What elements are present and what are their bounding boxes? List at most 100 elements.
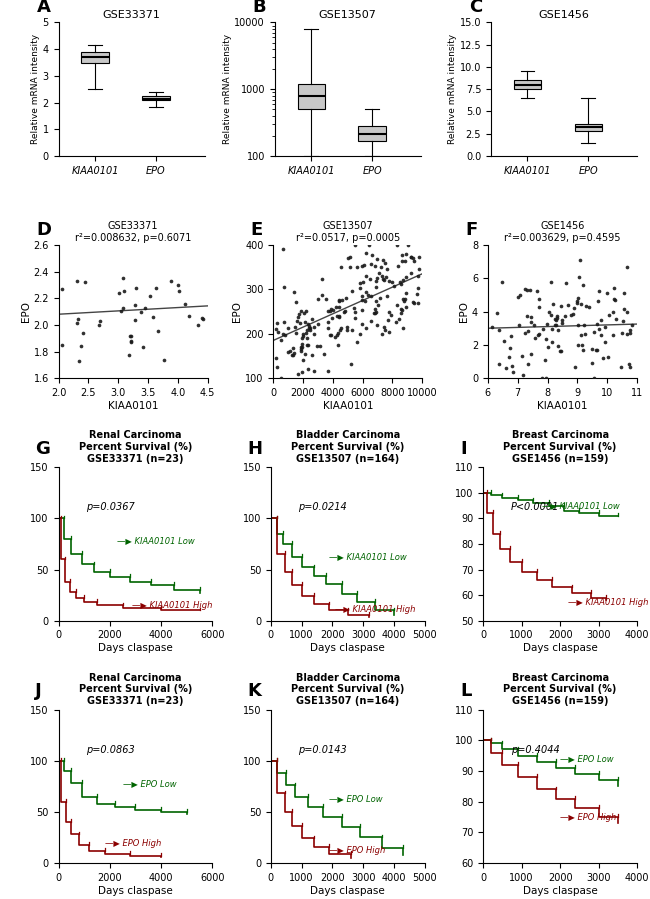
- Point: [299, 307, 309, 321]
- Point: [557, 313, 567, 327]
- Point: [291, 325, 301, 340]
- Point: [499, 334, 509, 348]
- Point: [519, 326, 530, 341]
- Point: [78, 326, 88, 341]
- Point: [530, 331, 541, 345]
- Point: [183, 308, 194, 323]
- Point: [294, 307, 304, 321]
- Point: [573, 317, 583, 332]
- Point: [503, 350, 514, 364]
- Point: [575, 328, 586, 343]
- Point: [395, 275, 406, 289]
- Point: [198, 311, 208, 325]
- Point: [379, 319, 389, 334]
- Title: Renal Carcinoma
Percent Survival (%)
GSE33371 (n=23): Renal Carcinoma Percent Survival (%) GSE…: [79, 431, 192, 464]
- Point: [380, 324, 390, 338]
- Point: [592, 343, 602, 357]
- Point: [625, 323, 635, 337]
- Text: p=0.4044: p=0.4044: [511, 744, 560, 754]
- X-axis label: Days claspase: Days claspase: [311, 886, 385, 895]
- Point: [278, 326, 288, 341]
- Point: [295, 340, 306, 354]
- Point: [287, 348, 298, 362]
- Title: Breast Carcinoma
Percent Survival (%)
GSE1456 (n=159): Breast Carcinoma Percent Survival (%) GS…: [503, 672, 617, 706]
- Point: [125, 335, 136, 350]
- Point: [333, 308, 344, 323]
- Point: [408, 251, 418, 265]
- Point: [408, 295, 418, 309]
- Point: [312, 339, 322, 353]
- Text: p=0.0863: p=0.0863: [86, 744, 135, 754]
- Point: [318, 347, 329, 361]
- PathPatch shape: [575, 124, 602, 131]
- Point: [355, 326, 365, 341]
- Point: [573, 291, 583, 306]
- Point: [308, 320, 318, 334]
- Point: [575, 254, 585, 268]
- Point: [296, 365, 307, 379]
- Text: H: H: [248, 440, 263, 458]
- Point: [400, 292, 410, 307]
- Point: [414, 250, 424, 264]
- Point: [396, 254, 407, 268]
- Point: [540, 353, 551, 368]
- Point: [389, 279, 400, 293]
- Point: [515, 288, 525, 302]
- Point: [283, 320, 293, 334]
- Point: [350, 311, 360, 325]
- Point: [370, 258, 380, 272]
- Point: [295, 343, 306, 358]
- Point: [400, 271, 411, 285]
- PathPatch shape: [358, 126, 386, 140]
- Point: [556, 343, 566, 358]
- Point: [279, 280, 289, 295]
- Text: —▶ KIAA0101 High: —▶ KIAA0101 High: [133, 601, 213, 610]
- Point: [357, 303, 367, 317]
- Point: [384, 305, 395, 319]
- Point: [307, 348, 317, 362]
- Point: [361, 246, 371, 261]
- Point: [521, 283, 532, 298]
- Point: [352, 334, 362, 349]
- Point: [140, 300, 150, 315]
- Title: Bladder Carcinoma
Percent Survival (%)
GSE13507 (n=164): Bladder Carcinoma Percent Survival (%) G…: [291, 672, 404, 706]
- Point: [594, 283, 604, 298]
- Point: [384, 274, 394, 289]
- Point: [361, 270, 371, 284]
- Point: [410, 254, 420, 269]
- Point: [552, 311, 562, 325]
- Text: D: D: [36, 221, 51, 239]
- Point: [326, 328, 336, 343]
- Point: [72, 273, 83, 288]
- Point: [119, 283, 129, 298]
- PathPatch shape: [81, 52, 109, 63]
- Point: [331, 299, 341, 314]
- Point: [387, 275, 397, 289]
- Point: [553, 339, 564, 353]
- Point: [369, 302, 380, 316]
- Point: [369, 306, 380, 320]
- Point: [412, 287, 423, 301]
- Point: [370, 274, 381, 289]
- Point: [302, 331, 312, 345]
- Point: [356, 259, 367, 273]
- Point: [554, 343, 565, 358]
- Point: [272, 360, 282, 375]
- Point: [600, 319, 610, 334]
- Point: [297, 337, 307, 352]
- Point: [153, 325, 164, 339]
- Point: [609, 292, 619, 307]
- Point: [290, 320, 300, 334]
- Point: [179, 297, 190, 311]
- Point: [589, 325, 599, 339]
- Point: [276, 371, 286, 386]
- Point: [376, 269, 387, 283]
- Point: [576, 298, 586, 312]
- Point: [584, 300, 594, 315]
- Point: [398, 292, 408, 307]
- Point: [398, 320, 408, 334]
- Point: [521, 309, 532, 324]
- Point: [621, 305, 632, 319]
- Text: F: F: [465, 221, 478, 239]
- Text: —▶ EPO Low: —▶ EPO Low: [560, 754, 614, 763]
